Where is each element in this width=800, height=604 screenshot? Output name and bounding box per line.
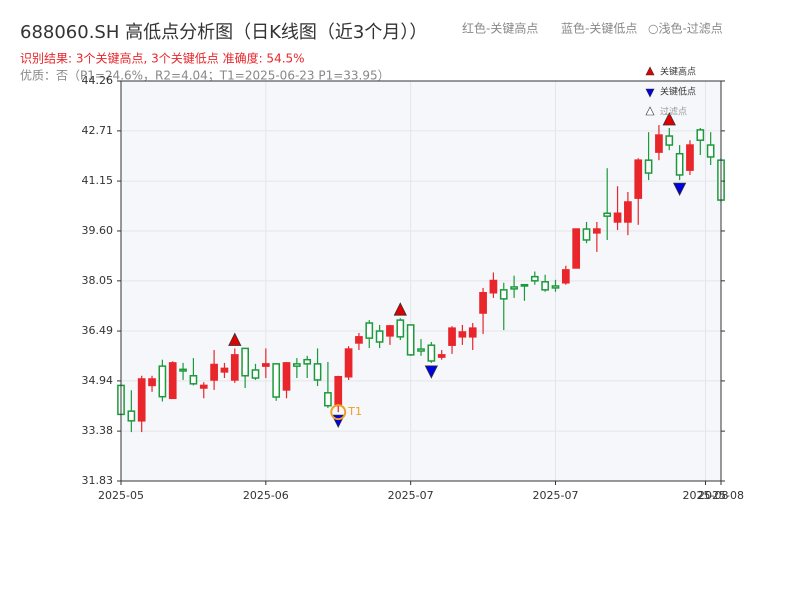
candle-body bbox=[189, 375, 198, 385]
candle-body bbox=[261, 363, 270, 367]
candle-body bbox=[344, 348, 353, 378]
header-legend: 蓝色-关键低点 bbox=[561, 22, 637, 36]
candle-body bbox=[168, 362, 177, 400]
candle-body bbox=[468, 327, 477, 338]
candle-body bbox=[489, 279, 498, 294]
candle-body bbox=[479, 291, 487, 314]
chart-title: 688060.SH 高低点分析图（日K线图（近3个月）） bbox=[20, 22, 427, 43]
y-tick-label: 39.60 bbox=[82, 224, 114, 237]
x-tick-label: 2025-07 bbox=[388, 489, 434, 502]
x-tick-label: 2025-07 bbox=[532, 489, 578, 502]
candle-body bbox=[241, 347, 249, 377]
candle-body bbox=[282, 362, 291, 391]
candle-body bbox=[210, 363, 218, 381]
key-low-marker bbox=[672, 182, 687, 197]
x-tick-label: 2025-05 bbox=[98, 489, 144, 502]
candle-body bbox=[541, 281, 549, 291]
x-tick-label: 2025-08 bbox=[698, 489, 744, 502]
x-tick-label: 2025-06 bbox=[243, 489, 289, 502]
candle-body bbox=[613, 212, 622, 223]
candle-body bbox=[365, 322, 374, 339]
candle-body bbox=[406, 324, 415, 356]
y-tick-label: 33.38 bbox=[82, 424, 114, 437]
candle-body bbox=[313, 363, 322, 381]
candle-body bbox=[230, 354, 239, 381]
candle-body bbox=[437, 354, 446, 358]
candle-body bbox=[137, 378, 146, 422]
candle-body bbox=[334, 375, 343, 407]
candle-body bbox=[644, 159, 653, 174]
y-tick-label: 34.94 bbox=[82, 374, 114, 387]
y-tick-label: 36.49 bbox=[82, 324, 114, 337]
legend-marker bbox=[645, 88, 655, 98]
candle-body bbox=[458, 331, 467, 338]
subtitle: 识别结果: 3个关键高点, 3个关键低点 准确度: 54.5% bbox=[20, 51, 305, 66]
candle-body bbox=[655, 134, 663, 153]
key-high-marker bbox=[228, 332, 242, 346]
candle-body bbox=[634, 159, 643, 199]
legend-label: 过滤点 bbox=[660, 106, 687, 118]
candle-body bbox=[530, 275, 539, 282]
candle-body bbox=[427, 344, 436, 362]
key-high-marker bbox=[393, 302, 407, 316]
candle-body bbox=[582, 228, 591, 241]
candle-body bbox=[272, 363, 281, 398]
legend-label: 关键低点 bbox=[660, 86, 696, 98]
candle-body bbox=[675, 152, 684, 176]
candle-body bbox=[148, 378, 156, 387]
candle-body bbox=[561, 269, 570, 284]
legend-label: 关键高点 bbox=[660, 66, 696, 78]
candle-body bbox=[303, 358, 312, 365]
legend-marker bbox=[645, 66, 655, 76]
candle-body bbox=[179, 368, 187, 372]
candle-body bbox=[696, 129, 705, 141]
x-tick-label: 2025-08 bbox=[682, 489, 728, 502]
note: 优质：否（P1=24.6%，R2=4.04；T1=2025-06-23 P1=3… bbox=[20, 69, 390, 83]
candle-body bbox=[199, 384, 208, 389]
candle-body bbox=[417, 348, 425, 352]
candle-body bbox=[551, 285, 560, 289]
candle-body bbox=[520, 283, 529, 287]
header-legend: ○浅色-过滤点 bbox=[648, 22, 723, 36]
candle-body bbox=[396, 319, 405, 338]
candle-body bbox=[220, 367, 229, 373]
candle-body bbox=[386, 325, 394, 337]
candle-body bbox=[375, 330, 384, 343]
candle-body bbox=[706, 144, 715, 158]
candle-body bbox=[448, 327, 456, 346]
annotation-label: T1 bbox=[347, 405, 362, 418]
candle-body bbox=[324, 392, 332, 407]
legend-marker bbox=[645, 106, 655, 116]
annotation-circle bbox=[330, 404, 347, 421]
y-tick-label: 31.83 bbox=[82, 474, 114, 487]
candle-body bbox=[355, 336, 363, 344]
y-tick-label: 41.15 bbox=[82, 174, 114, 187]
y-tick-label: 44.26 bbox=[82, 74, 114, 87]
candle-body bbox=[251, 369, 260, 379]
candle-body bbox=[499, 289, 508, 300]
candle-body bbox=[572, 228, 581, 269]
candle-body bbox=[510, 286, 518, 290]
y-tick-label: 42.71 bbox=[82, 124, 114, 137]
header-legend: 红色-关键高点 bbox=[462, 21, 538, 36]
candle-body bbox=[293, 363, 301, 367]
candle-body bbox=[127, 410, 136, 422]
key-low-marker bbox=[424, 365, 438, 379]
candle-body bbox=[603, 212, 612, 217]
candle-body bbox=[665, 135, 674, 146]
y-tick-label: 38.05 bbox=[82, 274, 114, 287]
candle-body bbox=[593, 228, 601, 234]
candle-body bbox=[158, 365, 167, 398]
key-high-marker bbox=[662, 112, 676, 126]
candle-body bbox=[624, 201, 632, 223]
candle-body bbox=[686, 144, 694, 171]
